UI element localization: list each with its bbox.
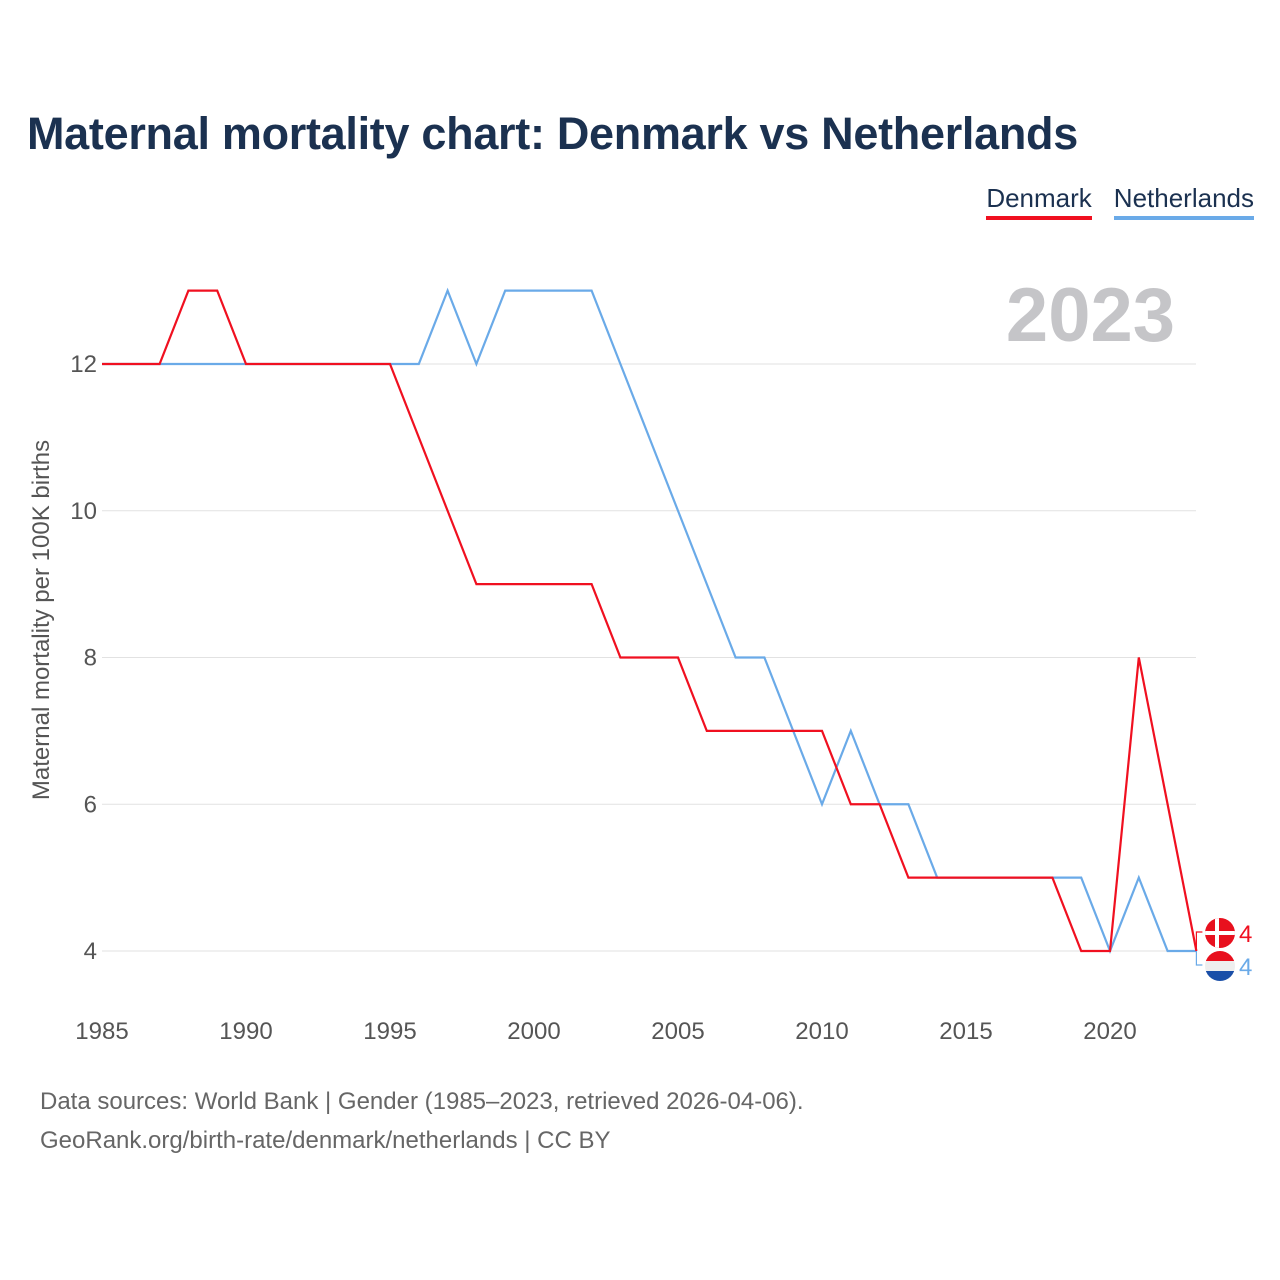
x-tick-label: 2010 — [795, 1018, 848, 1045]
x-tick-label: 1990 — [219, 1018, 272, 1045]
year-label: 2023 — [1005, 273, 1175, 358]
x-tick-label: 2020 — [1083, 1018, 1136, 1045]
netherlands-flag-icon — [1205, 951, 1235, 981]
end-connector — [1195, 951, 1203, 966]
flag-cross — [1205, 931, 1235, 935]
series-line-denmark — [102, 289, 1198, 953]
legend-netherlands[interactable]: Netherlands — [1113, 183, 1254, 220]
end-value-label: 4 — [1239, 954, 1252, 981]
x-tick-label: 2005 — [651, 1018, 704, 1045]
x-tick-label: 1995 — [363, 1018, 416, 1045]
legend-denmark[interactable]: Denmark — [986, 183, 1092, 220]
denmark-flag-icon — [1205, 918, 1235, 948]
footer-sources: Data sources: World Bank | Gender (1985–… — [40, 1088, 804, 1115]
flag-stripe — [1205, 971, 1235, 981]
footer-link[interactable]: GeoRank.org/birth-rate/denmark/netherlan… — [40, 1127, 611, 1154]
flag-stripe — [1205, 961, 1235, 971]
end-connector — [1195, 931, 1203, 951]
y-tick-label: 6 — [84, 791, 97, 818]
series-line-netherlands — [102, 287, 1197, 955]
chart-title: Maternal mortality chart: Denmark vs Net… — [27, 108, 1078, 159]
legend: Denmark Netherlands — [986, 183, 1254, 220]
x-tick-label: 2000 — [507, 1018, 560, 1045]
y-tick-label: 12 — [70, 351, 97, 378]
end-value-label: 4 — [1239, 921, 1252, 948]
x-tick-label: 1985 — [75, 1018, 128, 1045]
y-tick-label: 8 — [84, 645, 97, 672]
y-tick-label: 10 — [70, 498, 97, 525]
x-tick-label: 2015 — [939, 1018, 992, 1045]
flag-stripe — [1205, 951, 1235, 961]
y-tick-label: 4 — [84, 938, 97, 965]
